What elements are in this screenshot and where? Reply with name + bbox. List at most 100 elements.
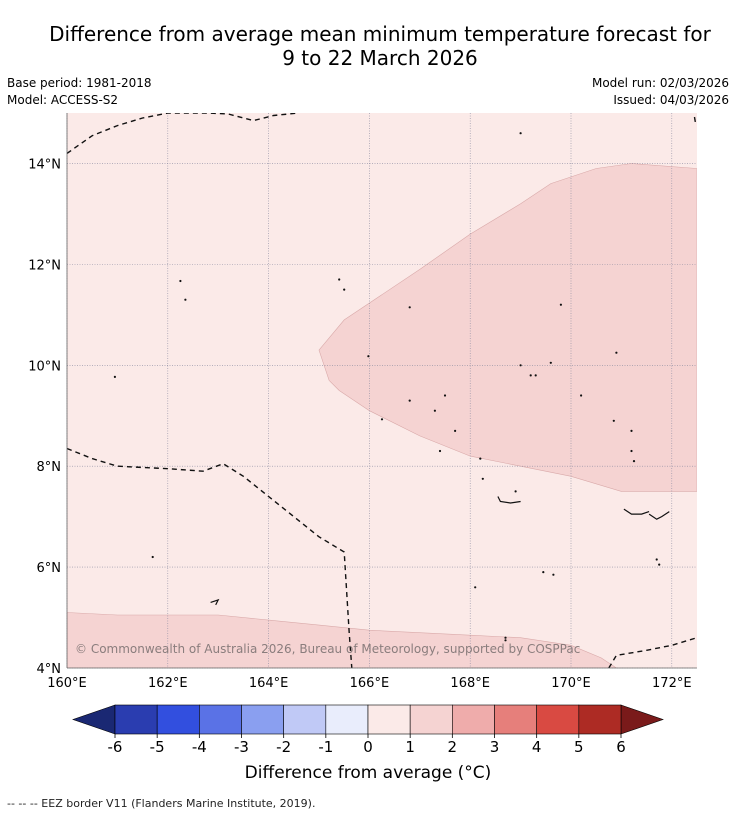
- issued-date: Issued: 04/03/2026: [613, 93, 729, 107]
- copyright-watermark: © Commonwealth of Australia 2026, Bureau…: [75, 642, 580, 656]
- island: [443, 394, 447, 397]
- island: [504, 636, 507, 639]
- meta-left: Base period: 1981-2018 Model: ACCESS-S2: [7, 75, 152, 109]
- colorbar-bin: [409, 704, 453, 735]
- island: [552, 573, 555, 576]
- colorbar-bin: [452, 704, 495, 735]
- colorbar-tick-label: -5: [150, 738, 165, 756]
- island: [519, 132, 522, 135]
- island: [380, 418, 384, 421]
- island: [529, 374, 532, 377]
- island: [504, 639, 507, 642]
- colorbar-bin: [367, 704, 411, 735]
- lon-tick-label: 164°E: [249, 676, 289, 691]
- title-line-1: Difference from average mean minimum tem…: [49, 22, 711, 46]
- atoll-coastline: [648, 511, 670, 520]
- lat-tick-label: 8°N: [37, 460, 62, 475]
- island: [474, 586, 477, 589]
- island: [433, 409, 436, 412]
- model-name: Model: ACCESS-S2: [7, 93, 119, 107]
- colorbar-tick-label: 6: [616, 738, 626, 756]
- island: [630, 449, 633, 453]
- lat-tick-label: 14°N: [28, 157, 61, 172]
- island: [630, 429, 633, 432]
- island: [408, 399, 411, 402]
- lon-tick-label: 160°E: [47, 676, 87, 691]
- island: [481, 477, 484, 480]
- colorbar-bin: [199, 704, 242, 735]
- colorbar-tick-label: -1: [318, 738, 333, 756]
- colorbar-bin: [578, 704, 622, 735]
- lat-tick-label: 10°N: [28, 359, 61, 374]
- island: [542, 571, 545, 574]
- eez-border-line: [608, 637, 697, 668]
- colorbar-over-arrow: [620, 704, 664, 735]
- colorbar-under-arrow: [72, 704, 116, 735]
- colorbar-tick-label: 3: [490, 738, 500, 756]
- island: [655, 558, 658, 561]
- eez-borders: [67, 113, 697, 668]
- meta-right: Model run: 02/03/2026 Issued: 04/03/2026: [592, 75, 729, 109]
- island: [658, 563, 661, 566]
- model-run: Model run: 02/03/2026: [591, 76, 729, 90]
- island: [438, 449, 442, 453]
- island: [534, 374, 537, 377]
- colorbar-bin: [156, 704, 200, 735]
- page-title: Difference from average mean minimum tem…: [0, 22, 736, 70]
- base-period: Base period: 1981-2018: [7, 76, 152, 90]
- lon-tick-label: 166°E: [350, 676, 390, 691]
- island: [408, 306, 411, 309]
- colorbar-tick-label: -2: [276, 738, 291, 756]
- island: [612, 419, 615, 422]
- colorbar-tick-label: 1: [405, 738, 415, 756]
- island: [184, 298, 187, 301]
- colorbar-tick-label: -4: [192, 738, 207, 756]
- lon-tick-label: 172°E: [652, 676, 692, 691]
- atoll-coastline: [210, 598, 220, 606]
- island: [179, 279, 182, 283]
- atoll-coastline: [497, 496, 521, 504]
- colorbar-bin: [241, 704, 284, 735]
- island: [519, 364, 522, 367]
- colorbar-tick-label: 2: [448, 738, 458, 756]
- lat-tick-label: 12°N: [28, 258, 61, 273]
- colorbar-title: Difference from average (°C): [244, 763, 492, 783]
- eez-footnote: -- -- -- EEZ border V11 (Flanders Marine…: [7, 797, 316, 810]
- atoll-coastline: [623, 508, 650, 515]
- map-fill-layer: [67, 113, 697, 668]
- island: [514, 490, 517, 493]
- colorbar-bin: [536, 704, 580, 735]
- colorbar-tick-label: -3: [234, 738, 249, 756]
- colorbar-tick-label: 4: [532, 738, 542, 756]
- colorbar-bin: [494, 704, 537, 735]
- island: [549, 361, 552, 364]
- lat-tick-label: 4°N: [37, 662, 62, 677]
- island: [367, 355, 370, 358]
- island: [454, 429, 457, 432]
- lon-tick-label: 170°E: [551, 676, 591, 691]
- island: [338, 278, 341, 281]
- island: [113, 375, 116, 378]
- island: [559, 303, 563, 306]
- eez-border-line: [693, 116, 697, 124]
- island: [615, 351, 618, 354]
- island: [580, 394, 583, 397]
- colorbar-bin: [283, 704, 327, 735]
- colorbar-tick-label: 5: [574, 738, 584, 756]
- coastlines: [113, 132, 670, 642]
- colorbar-bin: [325, 704, 369, 735]
- island: [479, 457, 482, 460]
- eez-border-line: [67, 447, 353, 668]
- island: [632, 460, 636, 463]
- lat-tick-label: 6°N: [37, 561, 62, 576]
- forecast-map[interactable]: 160°E 162°E 164°E 166°E 168°E 170°E 172°E 4°N 6°…: [0, 0, 736, 700]
- lon-tick-label: 168°E: [450, 676, 490, 691]
- title-line-2: 9 to 22 March 2026: [282, 46, 478, 70]
- colorbar-bin: [114, 704, 158, 735]
- island: [343, 288, 346, 291]
- lon-tick-label: 162°E: [148, 676, 188, 691]
- island: [151, 555, 154, 559]
- colorbar-tick-label: -6: [108, 738, 123, 756]
- colorbar-tick-label: 0: [363, 738, 373, 756]
